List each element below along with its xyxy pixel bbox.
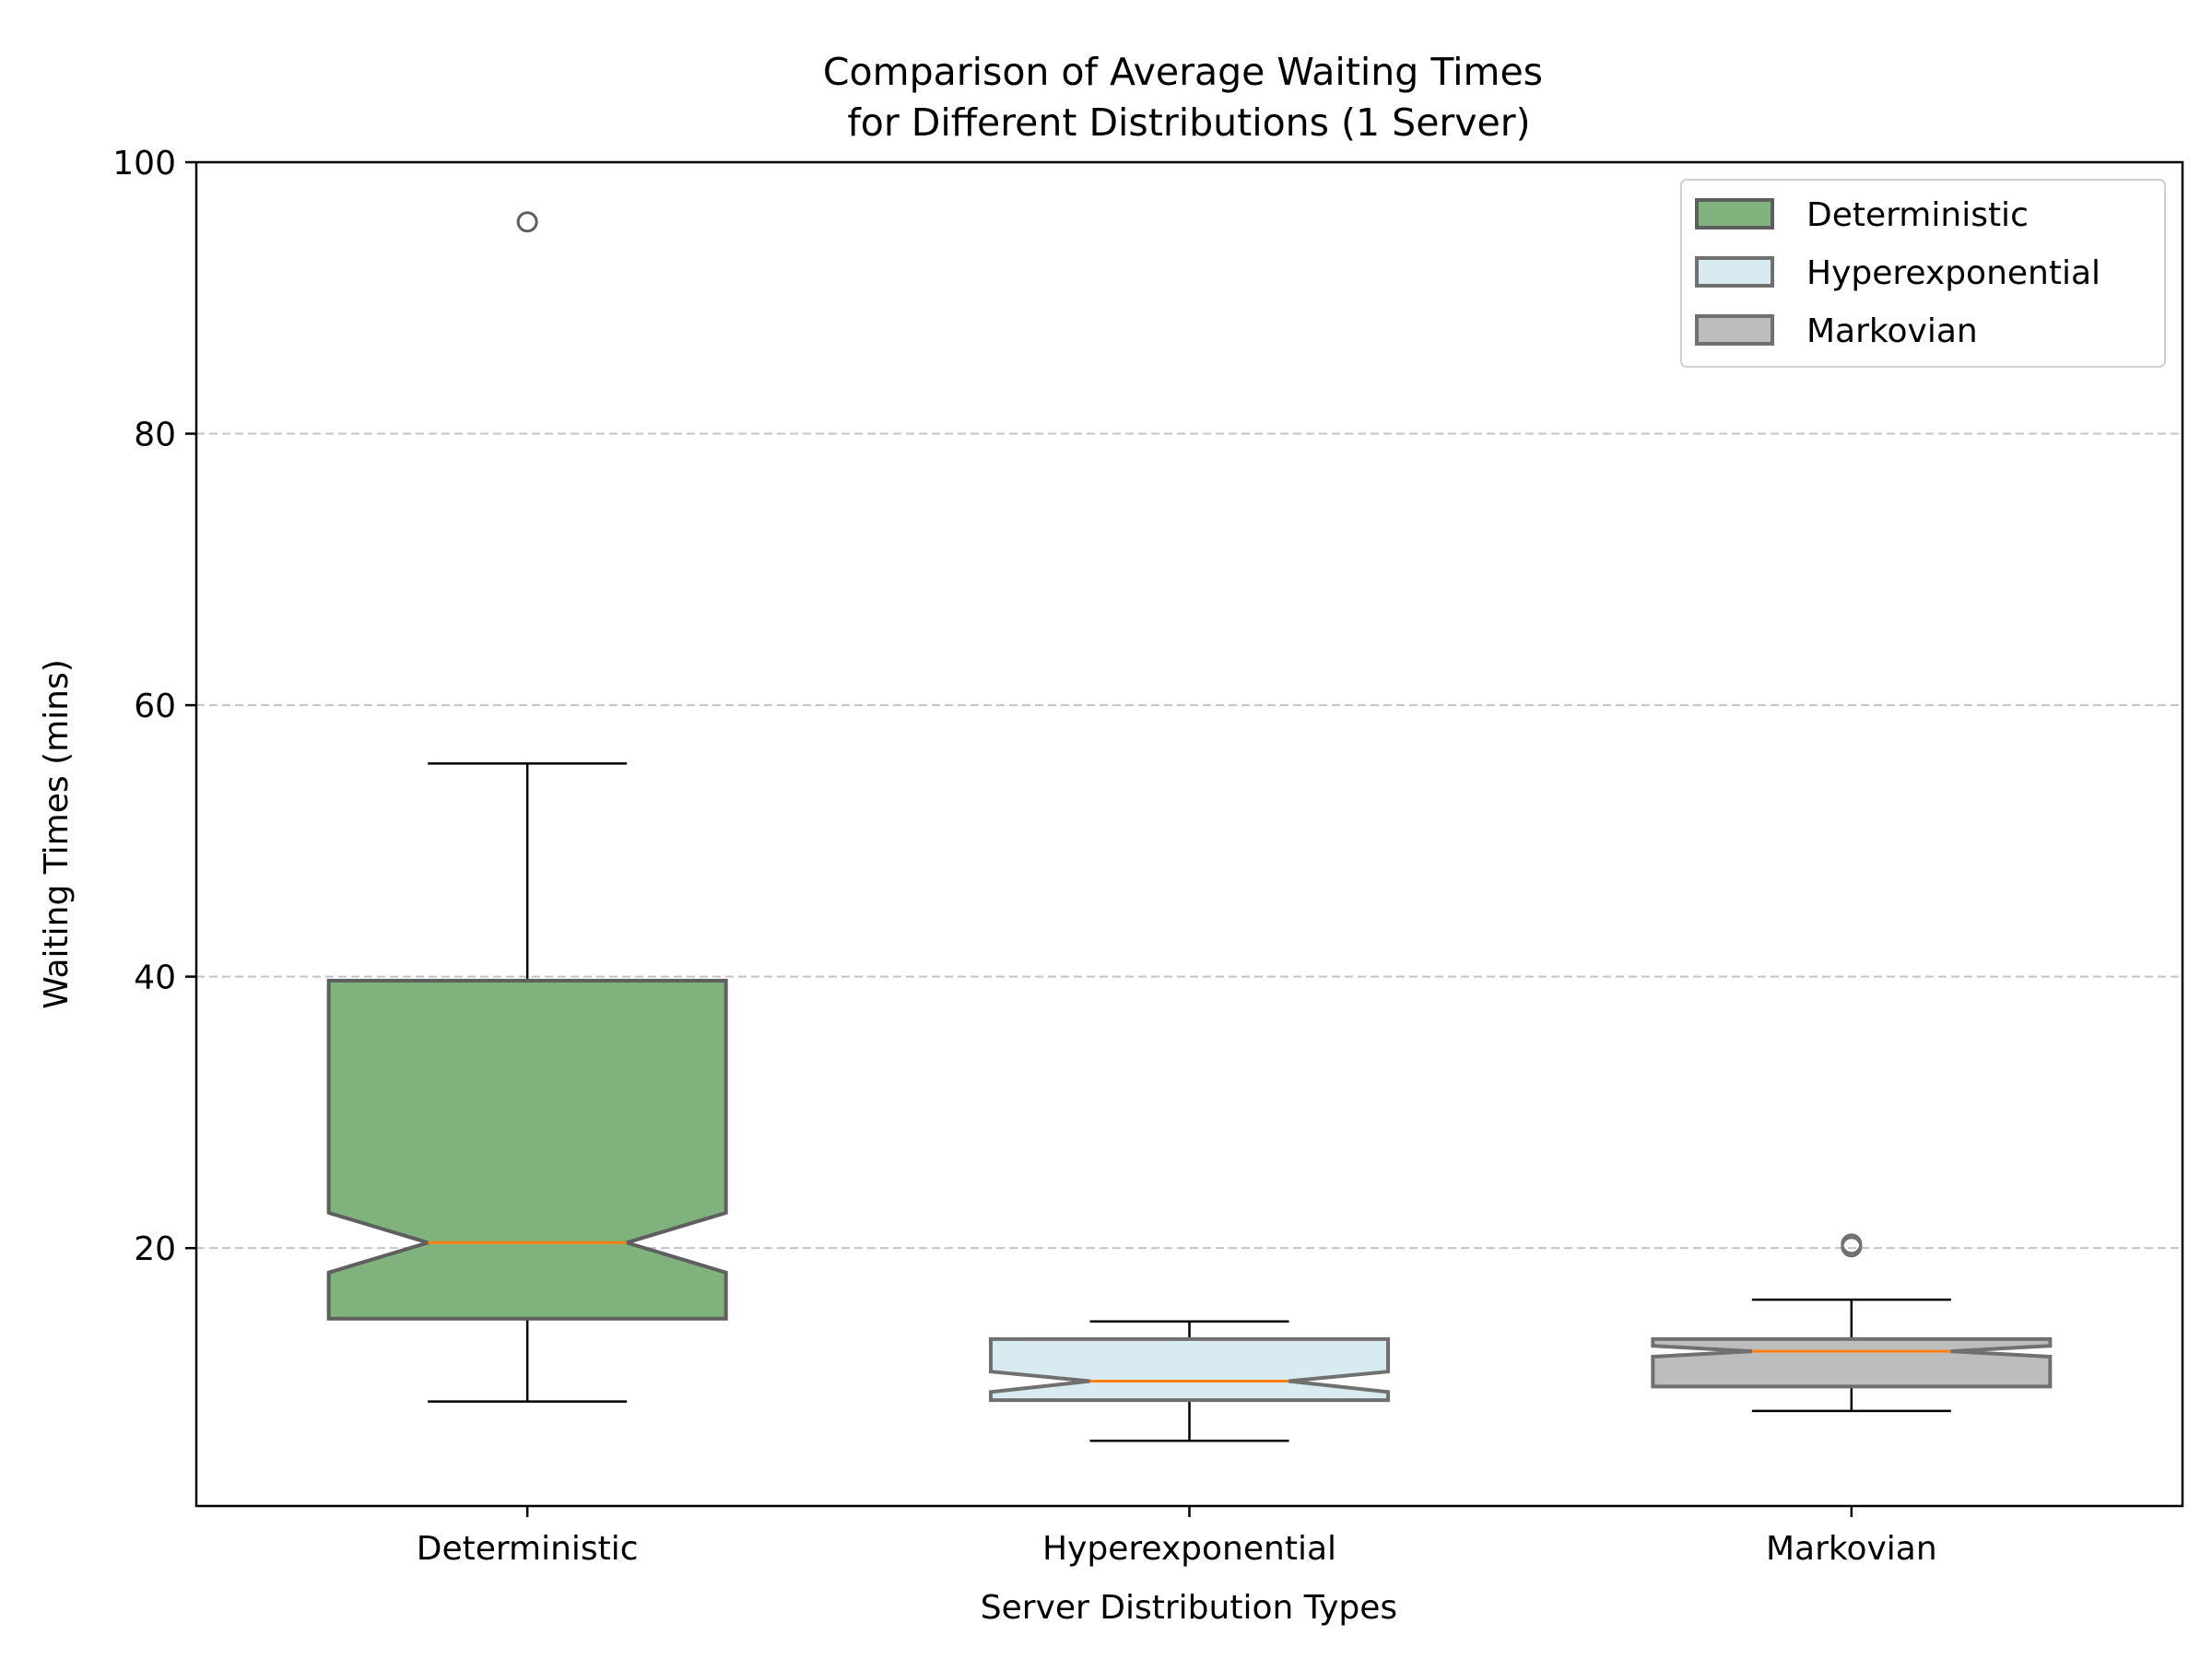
legend-label: Hyperexponential	[1806, 254, 2100, 292]
x-tick-label: Markovian	[1766, 1530, 1937, 1568]
x-tick-label: Deterministic	[417, 1530, 639, 1568]
legend-frame	[1680, 179, 2166, 368]
y-tick-label: 40	[134, 959, 176, 997]
box-body	[326, 979, 728, 1321]
y-tick-label: 20	[134, 1230, 176, 1268]
outlier-point	[1841, 1233, 1863, 1255]
chart-title-line-2: for Different Distributions (1 Server)	[847, 100, 1530, 145]
legend-label: Deterministic	[1806, 196, 2029, 234]
legend-swatch	[1695, 198, 1774, 229]
box-body	[1651, 1336, 2053, 1389]
legend: Deterministic Hyperexponential Markovian	[1680, 179, 2166, 368]
box-markovian	[1651, 1233, 2053, 1413]
legend-swatch	[1695, 314, 1774, 346]
y-tick-label: 60	[134, 688, 176, 725]
legend-swatch	[1695, 256, 1774, 288]
chart-title: Comparison of Average Waiting Times for …	[823, 50, 1555, 145]
x-tick-label: Hyperexponential	[1042, 1530, 1336, 1568]
box-body	[989, 1336, 1390, 1403]
x-axis: Deterministic Hyperexponential Markovian	[417, 1506, 1937, 1568]
y-tick-label: 80	[134, 417, 176, 454]
y-axis: 20 40 60 80 100	[112, 145, 196, 1268]
x-axis-label: Server Distribution Types	[981, 1589, 1397, 1627]
box-series	[326, 211, 2053, 1442]
y-tick-label: 100	[112, 145, 176, 182]
y-axis-label: Waiting Times (mins)	[38, 659, 76, 1009]
box-deterministic	[326, 211, 728, 1403]
chart-title-line-1: Comparison of Average Waiting Times	[823, 50, 1543, 94]
legend-label: Markovian	[1806, 312, 1978, 350]
box-hyperexponential	[989, 1320, 1390, 1442]
outlier-point	[516, 211, 538, 233]
